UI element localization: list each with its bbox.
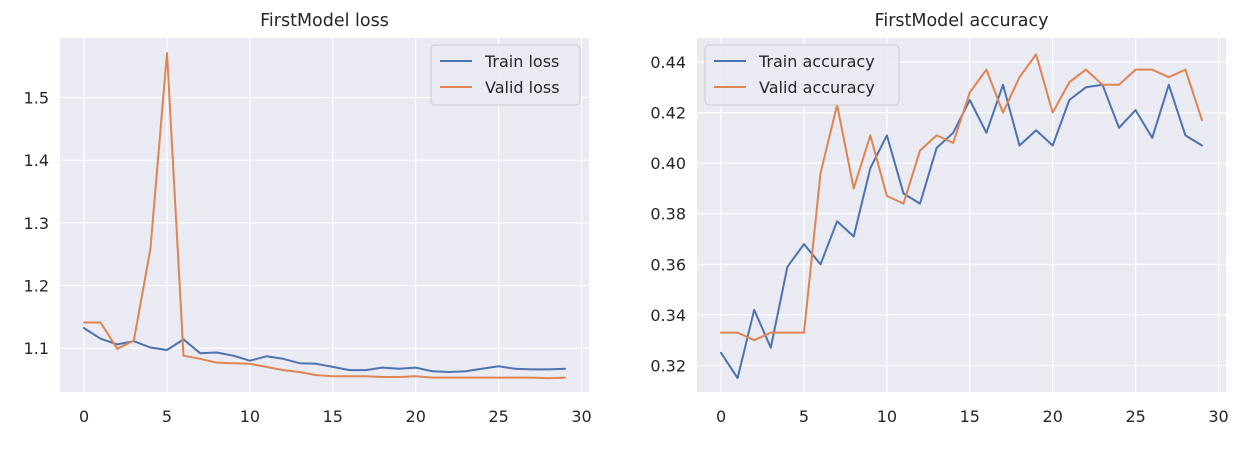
x-tick-label: 5 bbox=[799, 407, 809, 426]
y-tick-label: 1.1 bbox=[24, 339, 49, 358]
series-line-valid-loss bbox=[83, 52, 566, 380]
y-tick-label: 1.2 bbox=[24, 276, 49, 295]
y-tick-label: 1.5 bbox=[24, 89, 49, 108]
y-tick-label: 0.38 bbox=[650, 205, 686, 224]
series-line-train-loss bbox=[83, 327, 566, 373]
x-tick-label: 25 bbox=[1125, 407, 1145, 426]
legend-entry: Valid accuracy bbox=[759, 78, 875, 97]
y-tick-label: 0.42 bbox=[650, 104, 686, 123]
y-tick-label: 0.44 bbox=[650, 53, 686, 72]
x-tick-label: 5 bbox=[162, 407, 172, 426]
y-tick-label: 0.36 bbox=[650, 255, 686, 274]
x-tick-label: 30 bbox=[1208, 407, 1228, 426]
y-tick-label: 0.34 bbox=[650, 306, 686, 325]
x-tick-label: 15 bbox=[323, 407, 343, 426]
x-tick-label: 10 bbox=[877, 407, 897, 426]
x-tick-label: 20 bbox=[1043, 407, 1063, 426]
y-tick-label: 0.32 bbox=[650, 356, 686, 375]
x-tick-label: 0 bbox=[716, 407, 726, 426]
x-tick-label: 10 bbox=[240, 407, 260, 426]
chart-panel-0: 0 5 10 15 20 25 30 1.1 1.2 1.3 1.4 1.5 FirstModel lo… bbox=[24, 11, 592, 426]
x-tick-label: 0 bbox=[79, 407, 89, 426]
x-tick-label: 20 bbox=[406, 407, 426, 426]
y-tick-label: 1.4 bbox=[24, 151, 49, 170]
x-tick-label: 15 bbox=[960, 407, 980, 426]
chart-title: FirstModel accuracy bbox=[875, 11, 1049, 31]
series-line-valid-accuracy bbox=[720, 53, 1203, 342]
legend-entry: Train loss bbox=[484, 52, 559, 71]
legend: Train loss Valid loss bbox=[430, 44, 581, 106]
chart-title: FirstModel loss bbox=[260, 11, 389, 31]
y-tick-label: 0.40 bbox=[650, 154, 686, 173]
legend-entry: Train accuracy bbox=[758, 52, 875, 71]
y-tick-label: 1.3 bbox=[24, 214, 49, 233]
legend-entry: Valid loss bbox=[485, 78, 560, 97]
x-tick-label: 30 bbox=[571, 407, 591, 426]
x-tick-label: 25 bbox=[488, 407, 508, 426]
legend-frame bbox=[704, 44, 900, 106]
chart-panel-1: 0 5 10 15 20 25 30 0.32 0.34 0.36 0.38 0.40 0.42 0.44… bbox=[650, 11, 1228, 426]
legend: Train accuracy Valid accuracy bbox=[704, 44, 900, 106]
